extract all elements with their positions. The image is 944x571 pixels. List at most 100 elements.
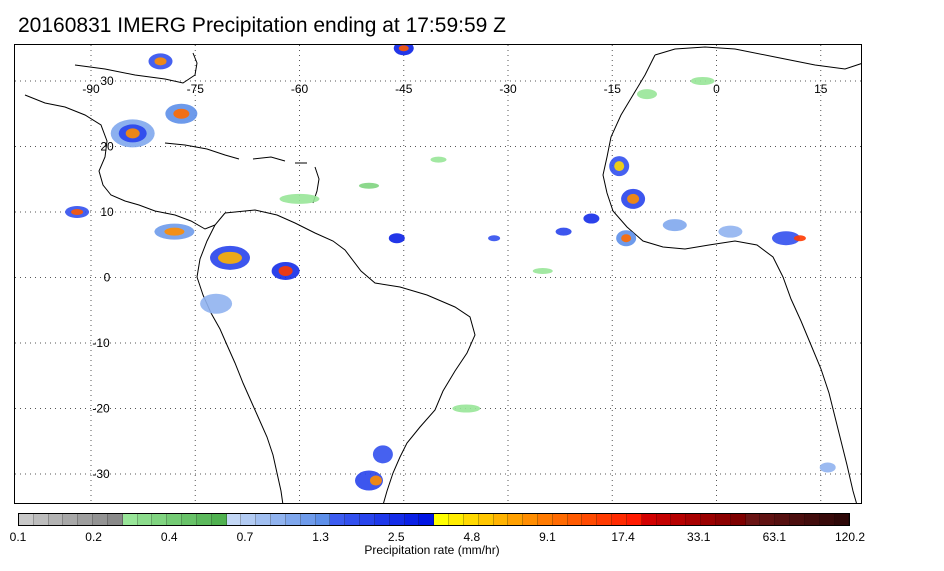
coastline-south-america: [196, 209, 476, 503]
precipitation-cell: [369, 475, 382, 486]
colorbar-tick-label: 0.2: [85, 530, 102, 544]
precipitation-cell: [279, 193, 320, 204]
colorbar-swatch: [48, 514, 64, 525]
precipitation-cell: [359, 182, 379, 189]
precipitation-map: -90 -75 -60 -45 -30 -15 0 15 30 20 10 0 -10 -20 -30: [14, 44, 862, 504]
colorbar-swatch: [330, 514, 346, 525]
colorbar-swatch: [360, 514, 375, 525]
precipitation-cell: [372, 445, 393, 464]
precipitation-cell: [583, 213, 600, 224]
precipitation-cell: [452, 404, 481, 413]
colorbar-swatch: [419, 514, 435, 525]
precipitation-cell: [154, 57, 167, 66]
colorbar-swatch: [582, 514, 598, 525]
colorbar-swatch: [493, 514, 509, 525]
colorbar-tick-label: 9.1: [539, 530, 556, 544]
chart-title: 20160831 IMERG Precipitation ending at 1…: [18, 14, 506, 37]
colorbar-swatch: [211, 514, 227, 525]
colorbar-swatch: [478, 514, 494, 525]
colorbar-swatch: [122, 514, 138, 525]
latitude-label: 20: [100, 140, 114, 154]
colorbar-swatch: [745, 514, 761, 525]
longitude-label: -30: [499, 82, 517, 96]
colorbar-swatch: [434, 514, 450, 525]
colorbar-swatch: [300, 514, 316, 525]
latitude-label: 0: [104, 271, 111, 285]
precipitation-cell: [690, 77, 715, 85]
latitude-label: -10: [92, 336, 110, 350]
precipitation-cell: [173, 108, 190, 119]
longitude-label: -90: [82, 82, 100, 96]
colorbar-swatch: [715, 514, 731, 525]
longitude-label: -15: [604, 82, 622, 96]
colorbar-swatch: [656, 514, 672, 525]
colorbar-tick-label: 2.5: [387, 530, 405, 544]
precipitation-cell: [125, 128, 140, 139]
colorbar-swatch: [612, 514, 627, 525]
colorbar-swatch: [552, 514, 568, 525]
precipitation-cell: [278, 265, 293, 276]
precipitation-cell: [164, 227, 185, 236]
precipitation-cell: [218, 251, 242, 264]
colorbar: [18, 513, 850, 526]
precipitation-cell: [614, 161, 625, 172]
colorbar-swatch: [834, 514, 850, 525]
colorbar-swatch: [804, 514, 820, 525]
colorbar-tick-label: 33.1: [687, 530, 711, 544]
precipitation-cell: [637, 89, 657, 100]
colorbar-swatch: [107, 514, 123, 525]
longitude-label: -60: [291, 82, 309, 96]
colorbar-swatch: [760, 514, 776, 525]
colorbar-swatch: [182, 514, 197, 525]
precipitation-cell: [488, 235, 501, 242]
colorbar-swatch: [63, 514, 79, 525]
longitude-label: -75: [187, 82, 205, 96]
precipitation-cell: [621, 234, 632, 243]
colorbar-swatch: [256, 514, 272, 525]
graticule: [15, 45, 861, 503]
coastline-gulf-coast: [74, 52, 198, 84]
colorbar-swatch: [167, 514, 183, 525]
colorbar-swatch: [701, 514, 716, 525]
precipitation-field: [65, 45, 836, 491]
colorbar-swatch: [597, 514, 613, 525]
longitude-label: -45: [395, 82, 413, 96]
coastline-north-africa: [654, 46, 861, 70]
colorbar-swatch: [463, 514, 479, 525]
latitude-label: -20: [92, 402, 110, 416]
colorbar-swatch: [508, 514, 524, 525]
colorbar-swatch: [19, 514, 34, 525]
colorbar-tick-label: 0.7: [236, 530, 254, 544]
colorbar-swatch: [537, 514, 553, 525]
colorbar-swatch: [226, 514, 242, 525]
colorbar-swatch: [449, 514, 464, 525]
colorbar-tick-label: 0.4: [160, 530, 178, 544]
precipitation-cell: [430, 156, 447, 163]
coastline-central-america: [24, 94, 216, 230]
colorbar-tick-label: 120.2: [834, 530, 866, 544]
colorbar-swatch: [641, 514, 657, 525]
colorbar-swatch: [285, 514, 301, 525]
precipitation-cell: [662, 219, 687, 232]
precipitation-cell: [388, 233, 405, 244]
colorbar-swatch: [730, 514, 746, 525]
colorbar-swatch: [523, 514, 538, 525]
precipitation-cell: [718, 225, 743, 238]
coastline-cuba: [164, 142, 240, 160]
colorbar-tick-label: 63.1: [762, 530, 787, 544]
colorbar-swatch: [315, 514, 331, 525]
colorbar-swatch: [345, 514, 361, 525]
colorbar-swatch: [152, 514, 168, 525]
precipitation-cell: [627, 193, 640, 204]
colorbar-swatch: [404, 514, 420, 525]
colorbar-tick-label: 4.8: [463, 530, 481, 544]
colorbar-swatch: [775, 514, 791, 525]
precipitation-cell: [772, 231, 800, 246]
latitude-label: 30: [100, 74, 114, 88]
colorbar-swatch: [671, 514, 687, 525]
latitude-labels: 30 20 10 0 -10 -20 -30: [92, 74, 114, 481]
latitude-label: -30: [92, 467, 110, 481]
colorbar-swatch: [567, 514, 583, 525]
longitude-label: 0: [713, 82, 720, 96]
colorbar-swatch: [196, 514, 212, 525]
